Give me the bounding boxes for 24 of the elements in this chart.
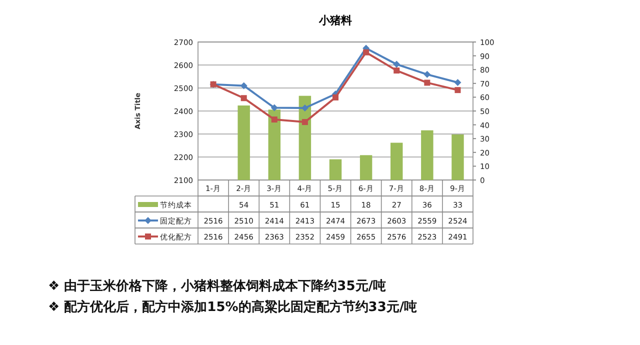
- point: [424, 80, 430, 86]
- point: [302, 119, 308, 126]
- point: [270, 104, 278, 112]
- point: [363, 49, 370, 56]
- point: [394, 68, 400, 74]
- point: [240, 82, 248, 90]
- bar: [421, 130, 434, 180]
- bar: [452, 134, 464, 180]
- bar: [298, 96, 312, 180]
- bar: [390, 142, 403, 180]
- bar: [268, 110, 280, 180]
- point: [393, 60, 400, 68]
- text: ❖ 由于玉米价格下降，小猪料整体饲料成本下降约35元/吨: [48, 279, 386, 294]
- point: [332, 94, 338, 100]
- bar: [329, 159, 342, 180]
- point: [424, 70, 431, 78]
- bar: [238, 105, 250, 180]
- point: [240, 95, 247, 102]
- text: ❖ 配方优化后，配方中添加15%的高粱比固定配方节约33元/吨: [48, 299, 418, 315]
- point: [454, 87, 461, 94]
- point: [271, 116, 278, 123]
- point: [454, 78, 462, 86]
- bar: [360, 155, 372, 180]
- chart-title: 小猪料: [318, 14, 352, 27]
